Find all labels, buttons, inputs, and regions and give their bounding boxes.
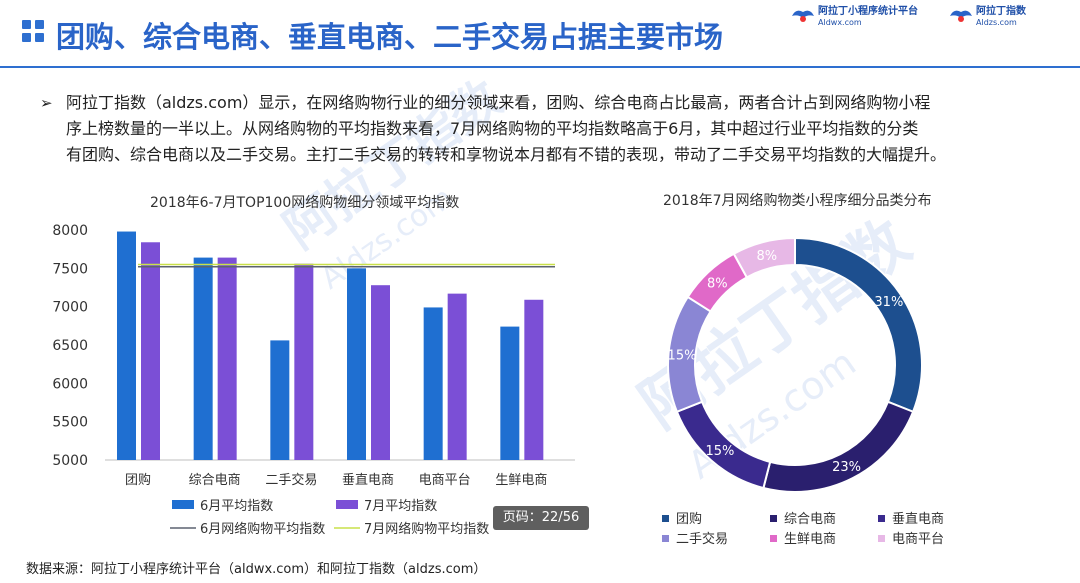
pie-slice xyxy=(762,400,915,493)
pie-slice xyxy=(794,236,923,414)
header-divider xyxy=(0,66,1080,68)
pie-slice-label: 8% xyxy=(756,249,777,264)
summary-line: 序上榜数量的一半以上。从网络购物的平均指数来看，7月网络购物的平均指数略高于6月… xyxy=(66,119,919,138)
slide-header: 团购、综合电商、垂直电商、二手交易占据主要市场 阿拉丁小程序统计平台 Aldwx… xyxy=(0,0,1080,66)
x-tick-label: 垂直电商 xyxy=(342,473,394,488)
y-tick-label: 7500 xyxy=(52,261,88,277)
x-tick-label: 生鲜电商 xyxy=(495,473,547,488)
legend-label: 生鲜电商 xyxy=(784,532,836,547)
y-tick-label: 7000 xyxy=(52,300,88,316)
bar-july xyxy=(294,263,314,460)
y-tick-label: 6500 xyxy=(52,338,88,354)
bar-july xyxy=(524,299,544,460)
legend-label: 7月网络购物平均指数 xyxy=(364,521,489,537)
bar-june xyxy=(270,340,290,460)
bar-july xyxy=(141,242,160,460)
summary-line: 有团购、综合电商以及二手交易。主打二手交易的转转和享物说本月都有不错的表现，带动… xyxy=(66,145,947,164)
y-tick-label: 6000 xyxy=(52,376,88,392)
aldzs-logo-url: Aldzs.com xyxy=(976,18,1017,27)
aldwx-logo-url: Aldwx.com xyxy=(818,18,862,27)
legend-label: 6月平均指数 xyxy=(200,499,273,514)
legend-label: 综合电商 xyxy=(784,512,836,527)
legend-swatch xyxy=(770,535,777,542)
legend-label: 二手交易 xyxy=(676,531,728,547)
pie-slice xyxy=(732,236,796,279)
summary-line: 阿拉丁指数（aldzs.com）显示，在网络购物行业的细分领域来看，团购、综合电… xyxy=(66,93,931,112)
bar-june xyxy=(193,257,213,460)
page-number-badge: 页码：22/56 xyxy=(493,506,589,530)
bar-chart: 8000 7500 7000 6500 6000 5500 5000 团购 综合电商 二手交易 垂直… xyxy=(52,223,575,537)
y-tick-label: 8000 xyxy=(52,223,88,239)
legend-label: 电商平台 xyxy=(892,532,944,547)
bar-june xyxy=(117,231,136,460)
pie-slice-label: 23% xyxy=(832,460,861,475)
bar-july xyxy=(371,285,390,460)
legend-swatch xyxy=(336,500,358,509)
x-tick-label: 电商平台 xyxy=(419,473,471,488)
y-tick-label: 5000 xyxy=(52,453,88,469)
bar-june xyxy=(423,307,443,460)
legend-swatch xyxy=(662,515,669,522)
x-tick-label: 综合电商 xyxy=(189,473,241,488)
pie-chart-title: 2018年7月网络购物类小程序细分品类分布 xyxy=(663,193,932,209)
pie-slice-label: 31% xyxy=(874,295,903,310)
legend-label: 6月网络购物平均指数 xyxy=(200,521,325,537)
bar-june xyxy=(347,268,366,460)
legend-swatch xyxy=(662,535,669,542)
bullet-arrow-icon: ➢ xyxy=(40,94,53,112)
source-note: 数据来源：阿拉丁小程序统计平台（aldwx.com）和阿拉丁指数（aldzs.c… xyxy=(26,562,487,577)
legend-swatch xyxy=(878,515,885,522)
aldzs-logo: 阿拉丁指数 Aldzs.com xyxy=(948,6,1026,28)
legend-label: 7月平均指数 xyxy=(364,499,437,514)
legend-swatch xyxy=(172,500,194,509)
bar-july xyxy=(217,257,237,460)
aldzs-logo-icon xyxy=(950,10,972,22)
y-tick-label: 5500 xyxy=(52,415,88,431)
bar-chart-title: 2018年6-7月TOP100网络购物细分领域平均指数 xyxy=(150,195,460,211)
aldwx-logo-icon xyxy=(792,10,814,22)
aldwx-logo: 阿拉丁小程序统计平台 Aldwx.com xyxy=(790,6,918,28)
pie-slice-label: 15% xyxy=(705,444,734,459)
aldzs-logo-name: 阿拉丁指数 xyxy=(976,6,1026,17)
aldwx-logo-name: 阿拉丁小程序统计平台 xyxy=(818,6,918,17)
legend-swatch xyxy=(770,515,777,522)
x-tick-label: 团购 xyxy=(125,472,151,488)
pie-slice-label: 8% xyxy=(707,276,728,291)
bar-july xyxy=(447,293,467,460)
legend-swatch xyxy=(878,535,885,542)
legend-label: 垂直电商 xyxy=(892,512,944,527)
bar-june xyxy=(500,326,520,460)
legend-label: 团购 xyxy=(676,511,702,527)
x-tick-label: 二手交易 xyxy=(265,472,317,488)
grid-icon xyxy=(22,20,44,42)
page-title: 团购、综合电商、垂直电商、二手交易占据主要市场 xyxy=(56,20,724,54)
pie-slice-label: 15% xyxy=(668,348,697,363)
